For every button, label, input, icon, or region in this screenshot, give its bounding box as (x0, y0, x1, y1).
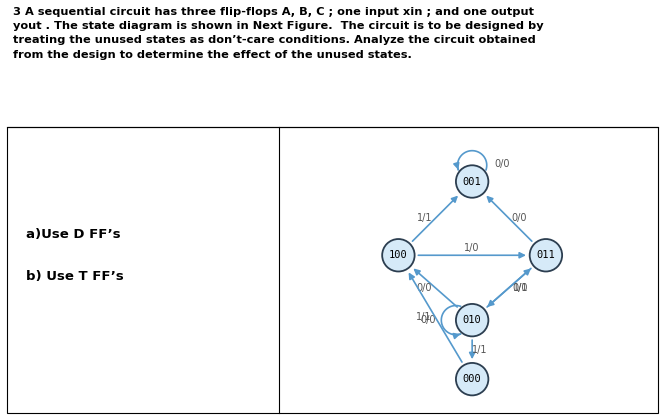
Text: 0/0: 0/0 (513, 283, 528, 293)
Circle shape (456, 165, 488, 198)
Text: 1/1: 1/1 (513, 283, 528, 293)
Text: 000: 000 (463, 374, 481, 384)
Text: b) Use T FF’s: b) Use T FF’s (27, 270, 124, 283)
Text: 0/0: 0/0 (511, 214, 527, 224)
Text: a)Use D FF’s: a)Use D FF’s (27, 229, 121, 241)
Text: 3 A sequential circuit has three flip-flops A, B, C ; one input xin ; and one ou: 3 A sequential circuit has three flip-fl… (13, 7, 544, 60)
Text: 1/1: 1/1 (416, 312, 432, 322)
Text: 1/1: 1/1 (417, 214, 433, 224)
Circle shape (382, 239, 414, 271)
Circle shape (456, 363, 488, 395)
Text: 0/0: 0/0 (416, 283, 432, 293)
Text: 011: 011 (537, 250, 555, 260)
Circle shape (456, 304, 488, 337)
Text: 1/0: 1/0 (464, 243, 480, 253)
Text: 1/1: 1/1 (471, 345, 487, 355)
Text: 0/0: 0/0 (494, 159, 509, 169)
Text: 100: 100 (389, 250, 408, 260)
Text: 0/0: 0/0 (420, 315, 436, 325)
Text: 001: 001 (463, 176, 481, 186)
Circle shape (530, 239, 562, 271)
Text: 010: 010 (463, 315, 481, 325)
